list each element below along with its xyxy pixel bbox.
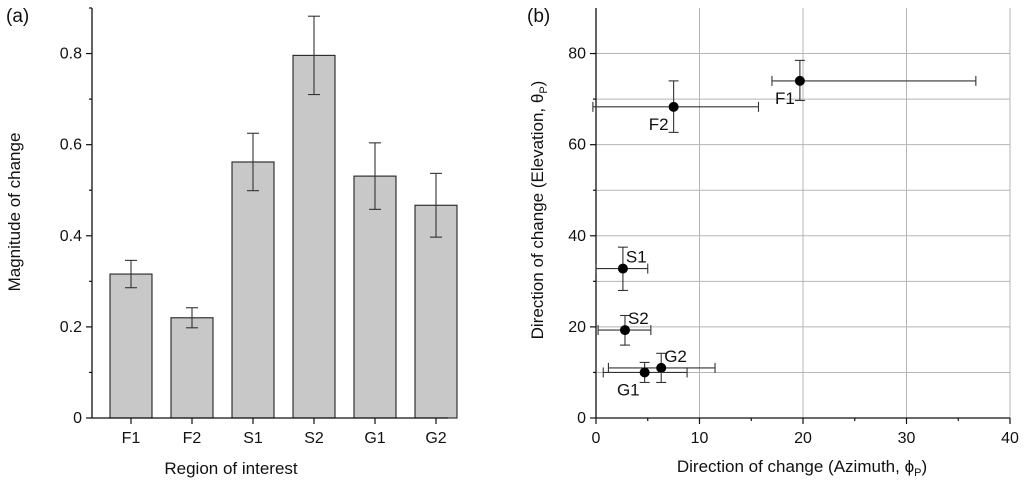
panel-b-x-tick-label: 30 [898,430,916,447]
panel-a-x-axis-label: Region of interest [164,459,298,478]
panel-b-y-tick-label: 40 [568,228,586,245]
panel-b-y-tick-label: 0 [577,410,586,427]
panel-b-grid [596,8,1011,418]
panel-b-label: (b) [527,6,550,27]
panel-a-bar-f2 [170,317,214,419]
panel-b-y-tick-label: 80 [568,46,586,63]
panel-a-y-tick-label: 0.2 [60,319,82,336]
panel-b-point-s2 [619,325,630,336]
panel-b-point-label: F2 [649,115,669,134]
panel-b-point-label: S2 [628,309,649,328]
panel-b-y-tick-label: 60 [568,137,586,154]
panel-b-point-label: G2 [664,347,687,366]
panel-b-x-axis-label-end: ) [921,457,927,476]
panel-a-bars [109,15,458,419]
panel-b-x-tick-label: 10 [691,430,709,447]
panel-b-point-label: F1 [775,89,795,108]
panel-b-y-axis-label-sub: P [538,86,550,93]
panel-b-point-f1 [794,75,805,86]
panel-b-x-axis-label: Direction of change (Azimuth, ϕP) [677,457,927,479]
panel-a-bar-g2 [414,204,458,419]
panel-a-label: (a) [6,6,29,27]
panel-b-x-tick-label: 0 [592,430,601,447]
panel-a-ticks: 0 0.2 0.4 0.6 0.8 F1 F2 S1 S2 G1 G2 [60,7,447,447]
panel-b-y-tick-label: 20 [568,319,586,336]
panel-b-y-axis-label-main: Direction of change (Elevation, θ [528,94,547,340]
panel-b-y-axis-label-end: ) [528,81,547,87]
panel-a-x-tick-label: F2 [183,430,202,447]
panel-b-scatter-chart: (b) 0 10 20 30 40 0 20 40 60 80 F1 F2 S1 S2 G2 G1 Dire… [527,6,1019,479]
panel-a-x-tick-label: S2 [304,430,324,447]
panel-a-y-tick-label: 0.8 [60,46,82,63]
panel-b-ticks: 0 10 20 30 40 0 20 40 60 80 [568,46,1019,447]
panel-a-bar-g1 [353,175,397,419]
panel-b-point-label: G1 [617,380,640,399]
panel-b-points: F1 F2 S1 S2 G2 G1 [592,59,977,399]
panel-b-y-axis-label: Direction of change (Elevation, θP) [528,81,550,340]
panel-b-x-axis-label-sub: P [914,467,921,479]
panel-a-x-tick-label: S1 [243,430,263,447]
panel-b-point-f2 [668,101,679,112]
panel-b-point-g1 [639,367,650,378]
panel-b-x-tick-label: 40 [1001,430,1019,447]
panel-b-point-s1 [617,263,628,274]
panel-a-y-tick-label: 0.6 [60,137,82,154]
panel-a-y-axis-label: Magnitude of change [5,133,24,292]
panel-a-y-tick-label: 0.4 [60,228,82,245]
panel-a-bar-s2 [292,54,336,419]
panel-a-x-tick-label: G2 [425,430,446,447]
panel-b-x-axis-label-main: Direction of change (Azimuth, ϕ [677,457,914,476]
panel-a-bar-s1 [231,161,275,419]
panel-a-x-tick-label: F1 [122,430,141,447]
panel-a-bar-chart: (a) 0 0.2 0.4 0.6 0.8 F1 F2 S1 S2 G1 G2 Region of … [5,6,458,478]
panel-b-point-label: S1 [626,248,647,267]
panel-b-x-tick-label: 20 [794,430,812,447]
panel-a-x-tick-label: G1 [364,430,385,447]
panel-b-point-g2 [656,362,667,373]
panel-a-bar-f1 [109,273,153,419]
panel-a-y-tick-label: 0 [73,410,82,427]
panel-a-axes [91,8,448,419]
